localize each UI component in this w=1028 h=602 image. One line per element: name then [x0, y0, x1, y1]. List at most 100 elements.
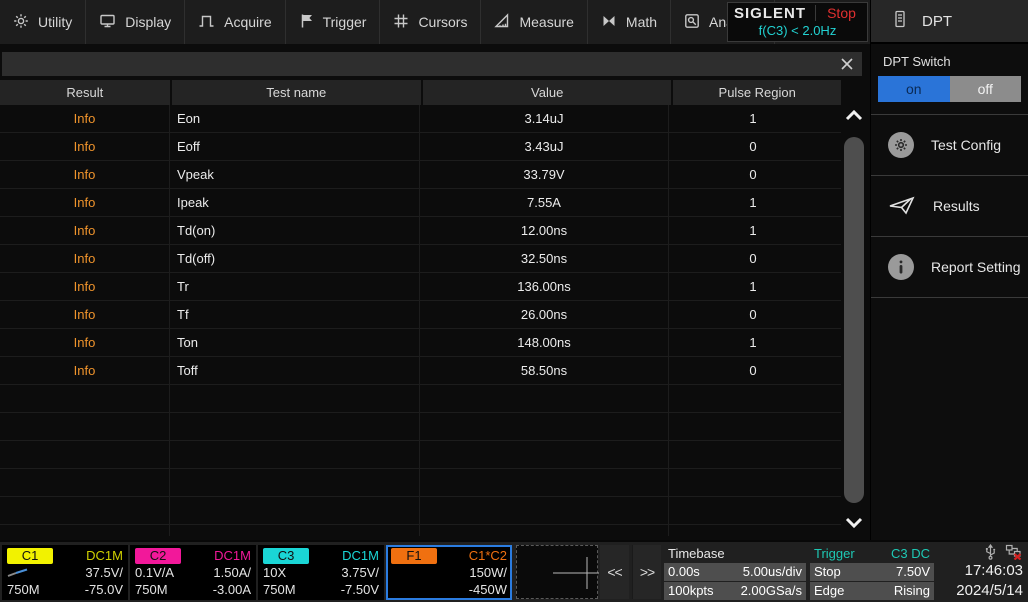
table-row[interactable]: Info Toff 58.50ns 0 [0, 357, 841, 385]
result-cell: Info [0, 245, 170, 272]
acquire-icon [198, 13, 215, 32]
channel-c2-box[interactable]: C2 DC1M 0.1V/A 1.50A/ 750M -3.00A [130, 545, 256, 600]
channel-c1-box[interactable]: C1 DC1M 37.5V/ 750M -75.0V [2, 545, 128, 600]
scroll-down-icon[interactable] [844, 515, 864, 536]
dpt-switch-off[interactable]: off [949, 76, 1021, 102]
waveform-preview[interactable] [516, 545, 599, 599]
lan-disconnected-icon [1005, 544, 1022, 561]
c3-offset: -7.50V [340, 582, 379, 597]
result-cell: Info [0, 301, 170, 328]
scrollbar-thumb[interactable] [844, 137, 864, 503]
dpt-switch-on[interactable]: on [878, 76, 950, 102]
sidebar-item-label: Results [933, 198, 980, 214]
menu-label: Trigger [322, 14, 367, 30]
f1-expression: C1*C2 [468, 548, 507, 563]
menu-label: Measure [519, 14, 574, 30]
sidebar-item-test-config[interactable]: Test Config [871, 115, 1028, 176]
table-row[interactable]: Info Eon 3.14uJ 1 [0, 105, 841, 133]
menu-display[interactable]: Display [86, 0, 186, 44]
table-row-empty[interactable] [0, 469, 841, 497]
timebase-samplerate: 2.00GSa/s [740, 583, 802, 598]
pulse-region-cell: 1 [749, 279, 757, 294]
value-cell: 7.55A [420, 189, 669, 216]
menu-trigger[interactable]: Trigger [286, 0, 381, 44]
test-name-cell: Toff [170, 357, 420, 384]
timebase-panel[interactable]: Timebase 0.00s 5.00us/div 100kpts 2.00GS… [664, 545, 806, 600]
c2-offset: -3.00A [212, 582, 251, 597]
test-name-cell: Td(off) [170, 245, 420, 272]
test-name-cell: Ton [170, 329, 420, 356]
system-time: 17:46:03 [964, 562, 1023, 579]
table-row-empty[interactable] [0, 385, 841, 413]
system-status-area: 17:46:03 2024/5/14 [936, 543, 1026, 602]
result-cell: Info [0, 189, 170, 216]
col-header-value: Value [423, 80, 672, 105]
c1-offset: -75.0V [84, 582, 123, 597]
trigger-slope: Rising [893, 583, 930, 598]
menu-measure[interactable]: Measure [481, 0, 588, 44]
pulse-region-cell: 1 [749, 223, 757, 238]
table-row[interactable]: Info Tf 26.00ns 0 [0, 301, 841, 329]
c2-probe: 0.1V/A [135, 565, 175, 580]
col-header-test-name: Test name [171, 80, 421, 105]
table-row[interactable]: Info Td(on) 12.00ns 1 [0, 217, 841, 245]
table-row-empty[interactable] [0, 497, 841, 525]
pulse-region-cell: 1 [749, 335, 757, 350]
status-bar: C1 DC1M 37.5V/ 750M -75.0V C2 DC1M 0.1V/… [0, 540, 1028, 602]
page-next-button[interactable]: >> [632, 545, 661, 599]
table-row[interactable]: Info Tr 136.00ns 1 [0, 273, 841, 301]
sidebar-item-results[interactable]: Results [871, 176, 1028, 237]
c2-bandwidth: 750M [135, 582, 168, 597]
trigger-panel[interactable]: Trigger C3 DC Stop 7.50V Edge Rising [810, 545, 934, 600]
pulse-region-cell: 0 [749, 307, 757, 322]
pulse-region-cell: 0 [749, 139, 757, 154]
display-icon [99, 13, 116, 32]
col-header-result: Result [0, 80, 170, 105]
close-icon[interactable] [835, 53, 859, 75]
results-table-body: Info Eon 3.14uJ 1 Info Eoff 3.43uJ 0 Inf… [0, 105, 841, 536]
menu-utility[interactable]: Utility [0, 0, 87, 44]
menu-acquire[interactable]: Acquire [185, 0, 286, 44]
dpt-sidebar: DPT DPT Switch on off Test Config Result… [870, 0, 1028, 540]
table-row[interactable]: Info Eoff 3.43uJ 0 [0, 133, 841, 161]
table-row-empty[interactable] [0, 413, 841, 441]
table-row-empty[interactable] [0, 525, 841, 536]
trigger-source: C3 DC [890, 546, 930, 561]
result-cell: Info [0, 329, 170, 356]
menu-math[interactable]: Math [588, 0, 672, 44]
c1-coupling: DC1M [86, 548, 123, 563]
table-row[interactable]: Info Ton 148.00ns 1 [0, 329, 841, 357]
sidebar-title: DPT [922, 12, 952, 30]
menu-label: Cursors [418, 14, 468, 30]
table-row[interactable]: Info Vpeak 33.79V 0 [0, 161, 841, 189]
c2-scale: 1.50A/ [213, 565, 251, 580]
usb-icon [984, 543, 997, 561]
brand-status-box: SIGLENT Stop f(C3) < 2.0Hz [727, 2, 868, 42]
dpt-switch-label: DPT Switch [883, 54, 951, 69]
page-prev-button[interactable]: << [600, 545, 629, 599]
table-row[interactable]: Info Ipeak 7.55A 1 [0, 189, 841, 217]
results-titlebar [2, 52, 862, 76]
table-row-empty[interactable] [0, 441, 841, 469]
channel-c3-box[interactable]: C3 DC1M 10X 3.75V/ 750M -7.50V [258, 545, 384, 600]
results-table-header: Result Test name Value Pulse Region [0, 80, 841, 105]
dpt-switch-toggle: on off [878, 76, 1021, 102]
acquisition-status: Stop [815, 5, 867, 21]
result-cell: Info [0, 161, 170, 188]
siglent-logo: SIGLENT [734, 4, 807, 22]
col-header-pulse-region: Pulse Region [673, 80, 841, 105]
timebase-title: Timebase [668, 546, 725, 561]
result-cell: Info [0, 133, 170, 160]
test-name-cell: Tr [170, 273, 420, 300]
sidebar-item-report-setting[interactable]: Report Setting [871, 237, 1028, 298]
table-row[interactable]: Info Td(off) 32.50ns 0 [0, 245, 841, 273]
f1-scale: 150W/ [469, 565, 507, 580]
menu-cursors[interactable]: Cursors [380, 0, 482, 44]
trigger-frequency: f(C3) < 2.0Hz [758, 23, 837, 38]
slope-icon [7, 565, 29, 580]
c3-chip: C3 [263, 547, 309, 564]
function-f1-box[interactable]: F1 C1*C2 150W/ -450W [386, 545, 512, 600]
scroll-up-icon[interactable] [844, 107, 864, 128]
result-cell: Info [0, 217, 170, 244]
